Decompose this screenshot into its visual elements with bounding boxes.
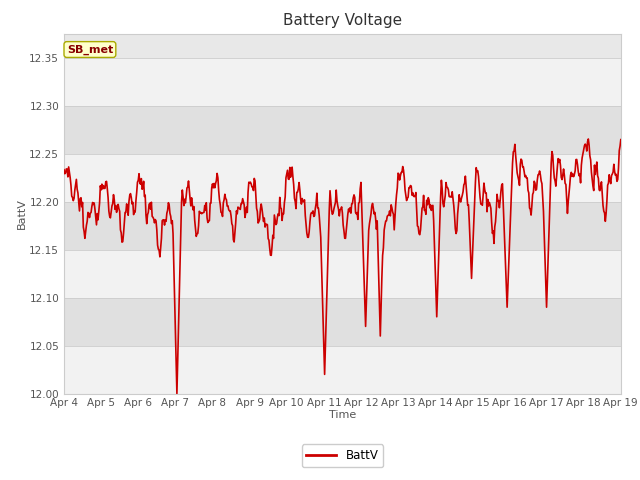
Bar <box>64 298 621 346</box>
Bar <box>64 154 621 202</box>
X-axis label: Time: Time <box>329 410 356 420</box>
Title: Battery Voltage: Battery Voltage <box>283 13 402 28</box>
Bar <box>64 106 621 154</box>
Bar <box>64 202 621 250</box>
Legend: BattV: BattV <box>302 444 383 467</box>
Y-axis label: BattV: BattV <box>17 198 26 229</box>
Bar <box>64 346 621 394</box>
Text: SB_met: SB_met <box>67 44 113 55</box>
Bar <box>64 58 621 106</box>
Bar <box>64 250 621 298</box>
